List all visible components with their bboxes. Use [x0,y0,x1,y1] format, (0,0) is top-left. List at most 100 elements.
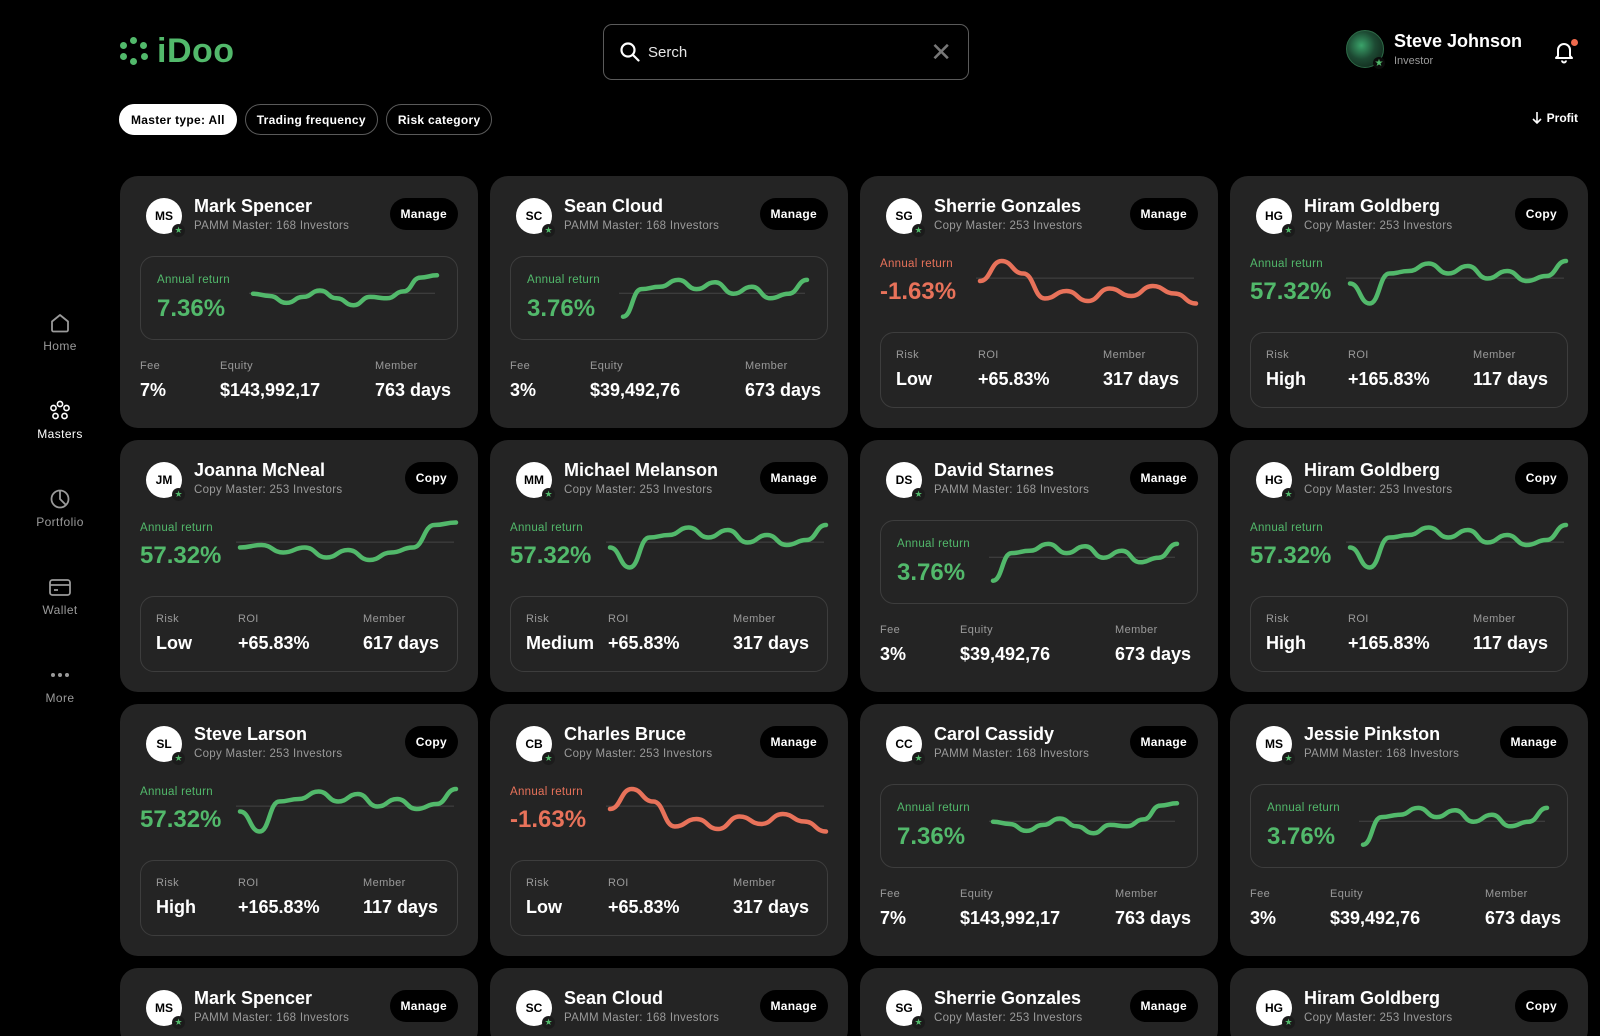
card-header: DS ★ David Starnes PAMM Master: 168 Investo… [886,460,1198,501]
master-subtitle: PAMM Master: 168 Investors [1304,748,1460,760]
master-card[interactable]: SG ★ Sherrie Gonzales Copy Master: 253 Inve… [860,176,1218,428]
star-icon: ★ [1282,488,1295,501]
master-card[interactable]: HG ★ Hiram Goldberg Copy Master: 253 Invest… [1230,440,1588,692]
master-subtitle: Copy Master: 253 Investors [1304,220,1453,232]
stat-value: 673 days [1115,644,1192,664]
master-card[interactable]: HG ★ Hiram Goldberg Copy Master: 253 Invest… [1230,176,1588,428]
avatar[interactable]: ★ [1346,30,1385,69]
stats-panel: Risk High ROI +165.83% Member 117 days [1250,596,1568,672]
return-sparkline [606,522,829,570]
stat-label: Risk [1266,613,1289,625]
manage-button[interactable]: Manage [1129,462,1198,494]
master-card[interactable]: SC ★ Sean Cloud PAMM Master: 168 Investors M… [490,968,848,1036]
stats-panel: Risk Low ROI +65.83% Member 317 days [510,860,828,936]
star-icon: ★ [172,752,185,765]
close-icon[interactable]: ✕ [930,37,952,67]
copy-button[interactable]: Copy [404,726,458,758]
annual-return-panel: Annual return 57.32% [1250,520,1588,584]
manage-button[interactable]: Manage [389,990,458,1022]
stat-value: Medium [526,633,595,653]
stat-value: 673 days [745,380,822,400]
stat-label: Equity [960,888,993,900]
stat-label: Fee [880,888,901,900]
member-stat: Member 673 days [1485,888,1561,929]
manage-button[interactable]: Manage [1499,726,1568,758]
manage-button[interactable]: Manage [1129,990,1198,1022]
manage-button[interactable]: Manage [1129,726,1198,758]
search-bar[interactable]: ✕ [603,24,969,80]
star-icon: ★ [912,224,925,237]
return-sparkline [1346,258,1569,306]
master-card[interactable]: MS ★ Mark Spencer PAMM Master: 168 Investor… [120,176,478,428]
app-logo[interactable]: iDoo [119,32,235,71]
stat-value: 7% [140,380,167,400]
equity-stat: Equity $39,492,76 [1330,888,1420,929]
copy-button[interactable]: Copy [404,462,458,494]
filter-trading-frequency[interactable]: Trading frequency [244,104,378,135]
master-name: Joanna McNeal [194,460,326,480]
master-subtitle: Copy Master: 253 Investors [934,220,1083,232]
arrow-down-icon [1532,112,1542,124]
stat-value: High [1266,633,1306,653]
user-profile[interactable]: ★ Steve Johnson Investor [1346,30,1522,69]
master-name: Sean Cloud [564,196,664,216]
master-card[interactable]: MM ★ Michael Melanson Copy Master: 253 Inve… [490,440,848,692]
copy-button[interactable]: Copy [1514,198,1568,230]
master-card[interactable]: MS ★ Mark Spencer PAMM Master: 168 Investor… [120,968,478,1036]
card-header: CB ★ Charles Bruce Copy Master: 253 Investo… [516,724,828,765]
copy-button[interactable]: Copy [1514,990,1568,1022]
roi-stat: ROI +65.83% [608,877,680,918]
nav-portfolio[interactable]: Portfolio [0,488,120,529]
avatar: SG ★ [886,990,925,1029]
stat-label: Member [375,360,418,372]
filter-risk-category[interactable]: Risk category [385,104,493,135]
risk-stat: Risk Low [526,877,562,918]
stat-value: Low [156,633,192,653]
avatar: CB ★ [516,726,555,765]
nav-wallet[interactable]: Wallet [0,576,120,617]
equity-stat: Equity $39,492,76 [590,360,680,401]
bell-icon[interactable] [1552,39,1578,64]
sort-button[interactable]: Profit [1532,111,1578,125]
sparkline-path [607,522,829,570]
master-card[interactable]: DS ★ David Starnes PAMM Master: 168 Investo… [860,440,1218,692]
notification-badge [1571,39,1578,46]
stat-label: Member [733,877,776,889]
card-header: HG ★ Hiram Goldberg Copy Master: 253 Invest… [1256,460,1568,501]
master-card[interactable]: HG ★ Hiram Goldberg Copy Master: 253 Invest… [1230,968,1588,1036]
manage-button[interactable]: Manage [759,726,828,758]
manage-button[interactable]: Manage [759,990,828,1022]
stat-value: +165.83% [1348,369,1430,389]
card-header: MS ★ Jessie Pinkston PAMM Master: 168 Inves… [1256,724,1568,765]
sort-label: Profit [1546,111,1578,125]
stat-value: $39,492,76 [590,380,681,400]
manage-button[interactable]: Manage [1129,198,1198,230]
manage-button[interactable]: Manage [759,198,828,230]
search-input[interactable] [648,43,931,61]
star-icon: ★ [172,224,185,237]
stat-value: 117 days [1473,633,1549,653]
stat-value: +165.83% [1348,633,1430,653]
master-card[interactable]: JM ★ Joanna McNeal Copy Master: 253 Investo… [120,440,478,692]
filter-master-type[interactable]: Master type: All [119,104,237,135]
master-card[interactable]: CC ★ Carol Cassidy PAMM Master: 168 Investo… [860,704,1218,956]
roi-stat: ROI +165.83% [238,877,320,918]
annual-return-value: 57.32% [1250,542,1332,569]
master-card[interactable]: CB ★ Charles Bruce Copy Master: 253 Investo… [490,704,848,956]
manage-button[interactable]: Manage [759,462,828,494]
manage-button[interactable]: Manage [389,198,458,230]
nav-more[interactable]: More [0,664,120,705]
master-card[interactable]: SG ★ Sherrie Gonzales Copy Master: 253 Inve… [860,968,1218,1036]
nav-masters[interactable]: Masters [0,400,120,441]
sparkline-path [607,786,829,834]
copy-button[interactable]: Copy [1514,462,1568,494]
risk-stat: Risk Low [896,349,932,390]
stat-label: Member [1473,613,1516,625]
master-card[interactable]: MS ★ Jessie Pinkston PAMM Master: 168 Inves… [1230,704,1588,956]
master-card[interactable]: SC ★ Sean Cloud PAMM Master: 168 Investors M… [490,176,848,428]
stats-panel: Risk High ROI +165.83% Member 117 days [140,860,458,936]
nav-home[interactable]: Home [0,312,120,353]
stat-label: Equity [960,624,993,636]
master-card[interactable]: SL ★ Steve Larson Copy Master: 253 Investor… [120,704,478,956]
return-sparkline [976,258,1199,306]
